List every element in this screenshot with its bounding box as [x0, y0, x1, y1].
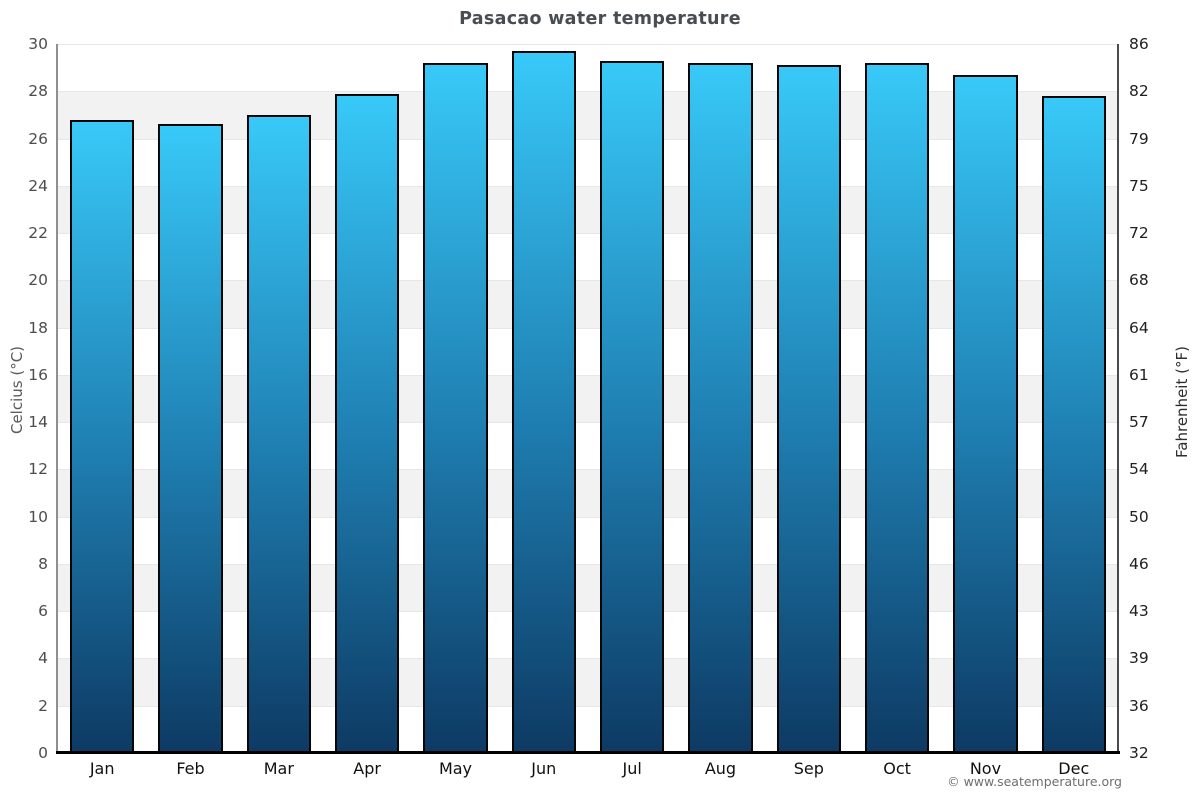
bar-series [58, 44, 1118, 753]
grid-band [58, 422, 1118, 471]
grid-band [58, 233, 1118, 282]
grid-band [58, 44, 1118, 93]
month-label-apr: Apr [353, 759, 381, 778]
grid-band [58, 91, 1118, 140]
bar-slot-apr [323, 44, 411, 753]
bar-mar [246, 114, 312, 753]
grid-band [58, 327, 1118, 376]
celsius-tick-10: 10 [28, 507, 48, 526]
month-tick-labels: Jan Feb Mar Apr May Jun Jul Aug Sep Oct Nov Dec [58, 759, 1118, 778]
grid-band [58, 658, 1118, 707]
bar-sep [776, 65, 842, 753]
celsius-axis-line [56, 44, 58, 753]
bar-jan [69, 119, 135, 753]
fahrenheit-tick-32: 32 [1129, 744, 1149, 762]
bar-slot-jan [58, 44, 146, 753]
fahrenheit-tick-36: 36 [1129, 696, 1149, 715]
bar-slot-sep [765, 44, 853, 753]
fahrenheit-tick-57: 57 [1129, 413, 1149, 432]
fahrenheit-tick-72: 72 [1129, 224, 1149, 243]
bar-nov [953, 74, 1018, 753]
grid-band [58, 185, 1118, 235]
grid-band [58, 469, 1118, 518]
celsius-tick-22: 22 [28, 224, 48, 243]
bar-slot-aug [676, 44, 764, 753]
bar-slot-feb [146, 44, 234, 753]
grid-band [58, 138, 1118, 187]
grid-band [58, 516, 1118, 565]
fahrenheit-axis-line [1117, 44, 1119, 753]
bar-may [423, 62, 488, 753]
fahrenheit-tick-82: 82 [1129, 82, 1149, 101]
bar-aug [688, 62, 753, 753]
fahrenheit-tick-86: 86 [1129, 35, 1149, 53]
plot-area [58, 44, 1118, 753]
bar-slot-nov [941, 44, 1029, 753]
bar-jun [511, 51, 577, 753]
celsius-tick-2: 2 [38, 696, 48, 715]
grid-band [58, 374, 1118, 424]
month-label-jan: Jan [89, 759, 115, 778]
celsius-tick-18: 18 [28, 318, 48, 337]
celsius-tick-4: 4 [38, 649, 48, 668]
month-label-may: May [438, 759, 473, 778]
celsius-tick-0: 0 [38, 744, 48, 762]
copyright-text: © www.seatemperature.org [947, 774, 1122, 789]
bar-slot-mar [235, 44, 323, 753]
celsius-tick-6: 6 [38, 602, 48, 621]
bar-slot-jun [500, 44, 588, 753]
bar-slot-dec [1030, 44, 1118, 753]
grid-band [58, 705, 1118, 753]
bar-slot-may [411, 44, 499, 753]
bar-dec [1041, 96, 1106, 753]
bar-oct [864, 62, 930, 753]
month-label-jul: Jul [622, 759, 642, 778]
month-label-aug: Aug [704, 759, 737, 778]
fahrenheit-tick-43: 43 [1129, 602, 1149, 621]
bar-slot-oct [853, 44, 941, 753]
celsius-tick-20: 20 [28, 271, 48, 290]
month-label-sep: Sep [793, 759, 824, 778]
fahrenheit-tick-68: 68 [1129, 271, 1149, 290]
fahrenheit-axis-title: Fahrenheit (°F) [1173, 346, 1191, 458]
fahrenheit-tick-75: 75 [1129, 176, 1149, 195]
x-axis-line [56, 751, 1120, 754]
celsius-tick-28: 28 [28, 82, 48, 101]
month-label-feb: Feb [176, 759, 205, 778]
bar-slot-jul [588, 44, 676, 753]
celsius-tick-8: 8 [38, 554, 48, 573]
bar-apr [334, 93, 400, 753]
fahrenheit-tick-39: 39 [1129, 649, 1149, 668]
bar-feb [158, 124, 223, 753]
fahrenheit-tick-54: 54 [1129, 460, 1149, 479]
celsius-tick-26: 26 [28, 129, 48, 148]
chart-title: Pasacao water temperature [459, 9, 741, 29]
celsius-axis-title: Celcius (°C) [8, 345, 26, 435]
month-label-oct: Oct [883, 759, 911, 778]
bar-jul [599, 60, 665, 753]
month-label-dec: Dec [1058, 759, 1090, 778]
fahrenheit-tick-64: 64 [1129, 318, 1149, 337]
celsius-tick-16: 16 [28, 365, 48, 384]
fahrenheit-tick-50: 50 [1129, 507, 1149, 526]
month-label-nov: Nov [969, 759, 1002, 778]
month-label-jun: Jun [531, 759, 557, 778]
grid-band [58, 611, 1118, 660]
grid-band [58, 280, 1118, 329]
fahrenheit-tick-46: 46 [1129, 554, 1149, 573]
celsius-tick-24: 24 [28, 176, 48, 195]
fahrenheit-tick-79: 79 [1129, 129, 1149, 148]
grid-band [58, 563, 1118, 613]
month-label-mar: Mar [263, 759, 294, 778]
celsius-tick-14: 14 [28, 413, 48, 432]
fahrenheit-tick-61: 61 [1129, 365, 1149, 384]
celsius-tick-12: 12 [28, 460, 48, 479]
celsius-tick-30: 30 [28, 35, 48, 53]
